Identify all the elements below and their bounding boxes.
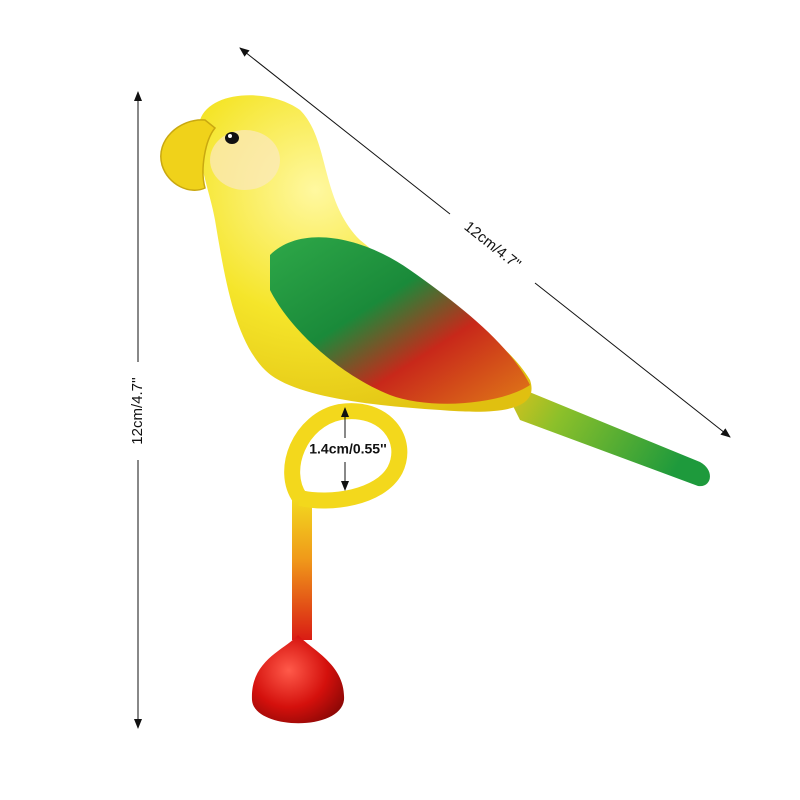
height-label: 12cm/4.7'' xyxy=(129,377,146,445)
ring-label: 1.4cm/0.55'' xyxy=(309,441,387,457)
dimension-height: 12cm/4.7'' xyxy=(129,91,146,729)
dimension-ring: 1.4cm/0.55'' xyxy=(309,407,387,491)
parrot xyxy=(160,95,710,724)
length-label: 12cm/4.7" xyxy=(461,218,524,273)
